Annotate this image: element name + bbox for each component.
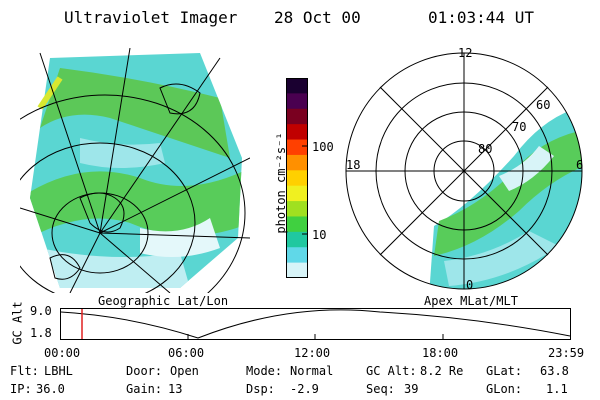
ip-value: 36.0 <box>36 382 65 396</box>
colorbar-band <box>286 154 308 171</box>
altitude-xtick-1200: 12:00 <box>294 346 331 360</box>
altitude-ytick-min: 1.8 <box>30 326 52 340</box>
mlat-label-60: 60 <box>536 98 551 112</box>
geographic-image <box>20 48 250 293</box>
seq-value: 39 <box>404 382 419 396</box>
altitude-ytick-max: 9.0 <box>30 304 52 318</box>
altitude-xtick-0000: 00:00 <box>44 346 81 360</box>
flt-value: LBHL <box>44 364 73 378</box>
polar-plot <box>345 52 583 290</box>
mlt-label-6: 6 <box>576 158 584 172</box>
date-label: 28 Oct 00 <box>274 8 361 27</box>
glon-label: GLon: <box>486 382 523 396</box>
door-label: Door: <box>126 364 163 378</box>
colorbar-unit-label: photon cm⁻²s⁻¹ <box>274 132 288 234</box>
altitude-xtick-0600: 06:00 <box>168 346 205 360</box>
mlt-label-18: 18 <box>346 158 361 172</box>
ip-label: IP: <box>10 382 32 396</box>
altitude-xtick-2359: 23:59 <box>548 346 585 360</box>
glat-value: 63.8 <box>540 364 569 378</box>
door-value: Open <box>170 364 199 378</box>
colorbar-band <box>286 185 308 202</box>
mlt-label-0: 0 <box>466 278 474 292</box>
colorbar-band <box>286 201 308 217</box>
colorbar-band <box>286 124 308 141</box>
geographic-caption: Geographic Lat/Lon <box>98 294 229 308</box>
dsp-value: -2.9 <box>290 382 319 396</box>
time-label: 01:03:44 UT <box>428 8 534 27</box>
altitude-plot <box>60 308 571 340</box>
polar-caption: Apex MLat/MLT <box>424 294 518 308</box>
seq-label: Seq: <box>366 382 395 396</box>
dsp-label: Dsp: <box>246 382 275 396</box>
colorbar-tick-100: 100 <box>312 140 334 154</box>
colorbar-band <box>286 170 308 187</box>
altitude-xtick-1800: 18:00 <box>422 346 459 360</box>
gcalt-label: GC Alt: <box>366 364 417 378</box>
glat-label: GLat: <box>486 364 523 378</box>
colorbar <box>286 78 308 278</box>
glon-value: 1.1 <box>546 382 568 396</box>
instrument-title: Ultraviolet Imager <box>64 8 238 27</box>
flt-label: Flt: <box>10 364 39 378</box>
colorbar-band <box>286 139 308 156</box>
gcalt-value: 8.2 Re <box>420 364 464 378</box>
colorbar-band <box>286 78 308 94</box>
mode-label: Mode: <box>246 364 283 378</box>
colorbar-band <box>286 216 308 233</box>
mlt-label-12: 12 <box>458 46 473 60</box>
altitude-ylabel: GC Alt <box>10 301 25 345</box>
gain-label: Gain: <box>126 382 163 396</box>
colorbar-tick-10: 10 <box>312 228 327 242</box>
colorbar-band <box>286 231 308 248</box>
colorbar-band <box>286 108 308 125</box>
colorbar-band <box>286 262 308 278</box>
colorbar-band <box>286 247 308 264</box>
colorbar-band <box>286 93 308 110</box>
mode-value: Normal <box>290 364 334 378</box>
mlat-label-80: 80 <box>478 142 493 156</box>
gain-value: 13 <box>168 382 183 396</box>
mlat-label-70: 70 <box>512 120 527 134</box>
